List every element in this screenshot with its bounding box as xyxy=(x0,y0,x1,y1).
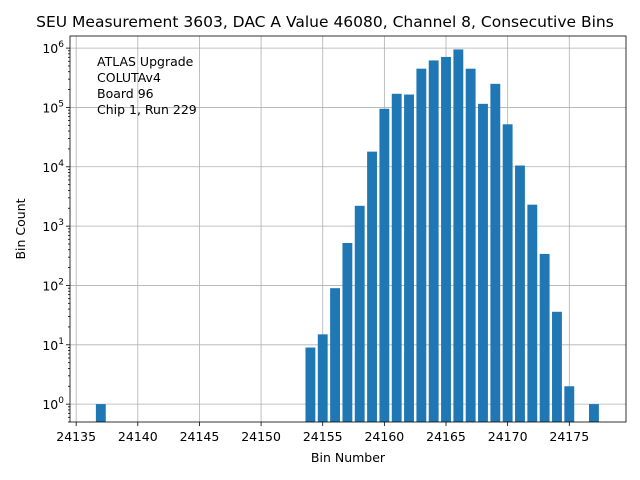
bar xyxy=(552,311,562,422)
y-tick-exponent: 5 xyxy=(58,99,64,109)
y-tick-base: 10 xyxy=(42,278,58,293)
x-tick-label: 24145 xyxy=(180,429,220,444)
bar xyxy=(379,108,390,422)
y-tick-base: 10 xyxy=(42,219,58,234)
y-tick-exponent: 1 xyxy=(58,337,64,347)
ticks-layer: 24135 24140 24145 24150 24155 24160 24165 24170… xyxy=(42,40,589,444)
bar xyxy=(478,103,488,422)
y-tick-label: 105 xyxy=(42,99,64,115)
y-tick-base: 10 xyxy=(42,100,58,115)
annotation-line: ATLAS Upgrade xyxy=(97,54,194,69)
bar xyxy=(589,404,599,422)
x-tick-label: 24160 xyxy=(364,429,404,444)
y-tick-exponent: 6 xyxy=(58,40,64,50)
bar xyxy=(354,205,365,422)
bar xyxy=(564,386,575,422)
y-tick-exponent: 2 xyxy=(58,277,64,287)
bar xyxy=(453,49,464,423)
y-tick-base: 10 xyxy=(42,160,58,175)
bar xyxy=(317,334,328,422)
chart-title: SEU Measurement 3603, DAC A Value 46080,… xyxy=(36,13,614,31)
x-tick-label: 24155 xyxy=(303,429,343,444)
annotation-line: Board 96 xyxy=(97,86,154,101)
x-tick-label: 24165 xyxy=(426,429,466,444)
y-tick-exponent: 4 xyxy=(58,159,64,169)
x-tick-label: 24135 xyxy=(56,429,96,444)
bars-layer xyxy=(95,49,599,423)
bar xyxy=(367,151,377,422)
y-tick-exponent: 0 xyxy=(58,396,64,406)
x-tick-label: 24175 xyxy=(549,429,589,444)
y-tick-base: 10 xyxy=(42,338,58,353)
bar xyxy=(502,124,513,422)
annotation-line: Chip 1, Run 229 xyxy=(97,102,197,117)
bar xyxy=(441,56,451,423)
bar xyxy=(515,165,525,422)
y-tick-label: 102 xyxy=(42,277,64,293)
bar xyxy=(342,242,353,422)
x-tick-label: 24170 xyxy=(488,429,528,444)
y-tick-base: 10 xyxy=(42,41,58,56)
y-tick-label: 104 xyxy=(42,159,64,175)
bar xyxy=(490,83,501,422)
x-tick-label: 24140 xyxy=(118,429,158,444)
bar xyxy=(428,60,439,422)
y-tick-label: 100 xyxy=(42,396,64,412)
bar xyxy=(404,94,414,422)
bar xyxy=(539,253,550,422)
y-tick-exponent: 3 xyxy=(58,218,64,228)
x-tick-label: 24150 xyxy=(241,429,281,444)
bar xyxy=(527,204,538,422)
annotation-line: COLUTAv4 xyxy=(97,70,161,85)
bar xyxy=(416,68,427,423)
bar xyxy=(465,68,476,423)
x-axis-label: Bin Number xyxy=(311,450,386,465)
bar xyxy=(391,93,402,423)
bar xyxy=(305,347,316,422)
y-tick-base: 10 xyxy=(42,397,58,412)
y-tick-label: 103 xyxy=(42,218,64,234)
y-tick-label: 106 xyxy=(42,40,64,56)
bar xyxy=(95,404,106,422)
y-axis-label: Bin Count xyxy=(13,198,28,259)
y-tick-label: 101 xyxy=(42,337,64,353)
bar xyxy=(330,288,340,422)
